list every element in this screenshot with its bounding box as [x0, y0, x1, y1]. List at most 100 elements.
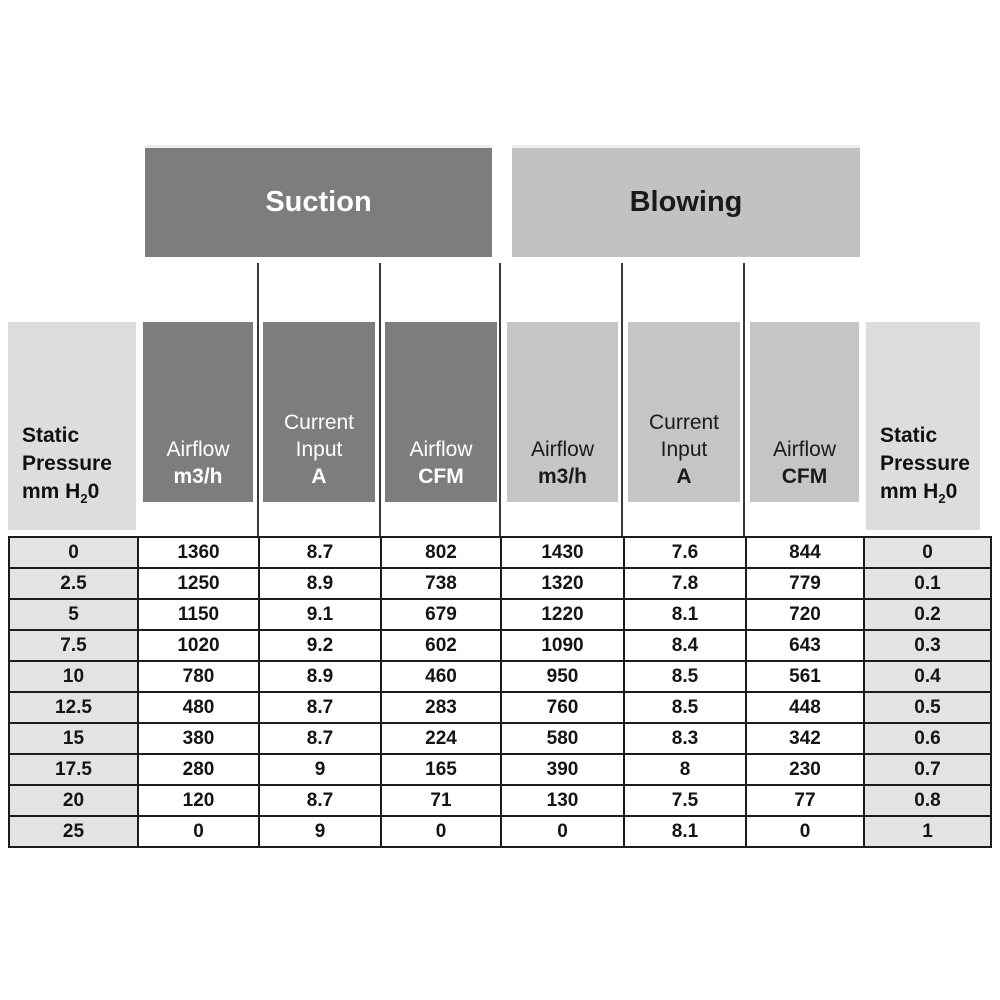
- table-cell: 8.1: [623, 598, 747, 631]
- table-cell: 71: [380, 784, 502, 817]
- header-unit: A: [676, 465, 692, 488]
- header-line: Current: [648, 411, 720, 434]
- table-row: 0 1360 8.7 802 1430 7.6 844 0: [8, 536, 992, 569]
- table-cell: 283: [380, 691, 502, 724]
- table-row: 2.5 1250 8.9 738 1320 7.8 779 0.1: [8, 567, 992, 600]
- column-connector-line: [379, 263, 381, 536]
- table-cell: 7.5: [623, 784, 747, 817]
- table-cell: 779: [745, 567, 865, 600]
- header-line: Input: [660, 438, 708, 461]
- header-line: Pressure: [22, 452, 112, 475]
- header-line: Static: [880, 424, 938, 447]
- static-pressure-cell: 0.8: [863, 784, 992, 817]
- static-pressure-cell: 0.6: [863, 722, 992, 755]
- table-cell: 8.1: [623, 815, 747, 848]
- table-cell: 9: [258, 815, 382, 848]
- table-cell: 1220: [500, 598, 625, 631]
- table-cell: 760: [500, 691, 625, 724]
- header-line: Airflow: [530, 438, 594, 461]
- table-row: 15 380 8.7 224 580 8.3 342 0.6: [8, 722, 992, 755]
- table-cell: 8.9: [258, 567, 382, 600]
- table-cell: 8.3: [623, 722, 747, 755]
- table-cell: 8.7: [258, 722, 382, 755]
- static-pressure-header-left: Static Pressure mm H20: [8, 322, 136, 530]
- blowing-current-input-header: Current Input A: [628, 322, 740, 502]
- table-cell: 130: [500, 784, 625, 817]
- blowing-airflow-cfm-header: Airflow CFM: [750, 322, 859, 502]
- static-pressure-cell: 17.5: [8, 753, 139, 786]
- table-cell: 1360: [137, 536, 260, 569]
- table-cell: 8.5: [623, 691, 747, 724]
- table-row: 10 780 8.9 460 950 8.5 561 0.4: [8, 660, 992, 693]
- header-unit: m3/h: [537, 465, 587, 488]
- table-cell: 950: [500, 660, 625, 693]
- suction-group-header: Suction: [145, 145, 492, 257]
- header-line: Airflow: [166, 438, 230, 461]
- table-cell: 1320: [500, 567, 625, 600]
- table-cell: 802: [380, 536, 502, 569]
- blowing-airflow-m3h-header: Airflow m3/h: [507, 322, 618, 502]
- table-cell: 448: [745, 691, 865, 724]
- static-pressure-cell: 0.3: [863, 629, 992, 662]
- static-pressure-cell: 0.5: [863, 691, 992, 724]
- static-pressure-cell: 0: [8, 536, 139, 569]
- table-cell: 1250: [137, 567, 260, 600]
- static-pressure-cell: 0.7: [863, 753, 992, 786]
- table-cell: 8.9: [258, 660, 382, 693]
- table-cell: 720: [745, 598, 865, 631]
- table-cell: 602: [380, 629, 502, 662]
- header-line: Input: [295, 438, 343, 461]
- header-line: Static: [22, 424, 80, 447]
- table-cell: 8.5: [623, 660, 747, 693]
- table-cell: 7.8: [623, 567, 747, 600]
- header-line: Airflow: [409, 438, 473, 461]
- column-connector-line: [499, 263, 501, 536]
- table-cell: 9.1: [258, 598, 382, 631]
- header-unit: A: [311, 465, 327, 488]
- suction-airflow-cfm-header: Airflow CFM: [385, 322, 497, 502]
- table-cell: 342: [745, 722, 865, 755]
- table-cell: 0: [137, 815, 260, 848]
- table-cell: 480: [137, 691, 260, 724]
- table-row: 20 120 8.7 71 130 7.5 77 0.8: [8, 784, 992, 817]
- table-cell: 0: [745, 815, 865, 848]
- table-cell: 390: [500, 753, 625, 786]
- table-cell: 8.7: [258, 691, 382, 724]
- table-cell: 561: [745, 660, 865, 693]
- table-cell: 643: [745, 629, 865, 662]
- suction-airflow-m3h-header: Airflow m3/h: [143, 322, 253, 502]
- static-pressure-header-right: Static Pressure mm H20: [866, 322, 980, 530]
- header-unit: CFM: [418, 465, 464, 488]
- table-row: 7.5 1020 9.2 602 1090 8.4 643 0.3: [8, 629, 992, 662]
- table-cell: 9.2: [258, 629, 382, 662]
- table-cell: 9: [258, 753, 382, 786]
- table-cell: 77: [745, 784, 865, 817]
- static-pressure-cell: 2.5: [8, 567, 139, 600]
- table-cell: 679: [380, 598, 502, 631]
- header-unit: m3/h: [173, 465, 223, 488]
- static-pressure-cell: 10: [8, 660, 139, 693]
- suction-current-input-header: Current Input A: [263, 322, 375, 502]
- header-line: Pressure: [880, 452, 970, 475]
- table-cell: 380: [137, 722, 260, 755]
- table-cell: 844: [745, 536, 865, 569]
- static-pressure-cell: 0.1: [863, 567, 992, 600]
- table-cell: 7.6: [623, 536, 747, 569]
- static-pressure-cell: 0.4: [863, 660, 992, 693]
- column-connector-line: [257, 263, 259, 536]
- table-cell: 8.7: [258, 536, 382, 569]
- table-cell: 224: [380, 722, 502, 755]
- table-cell: 780: [137, 660, 260, 693]
- header-line: Current: [283, 411, 355, 434]
- table-cell: 120: [137, 784, 260, 817]
- table-cell: 165: [380, 753, 502, 786]
- blowing-group-label: Blowing: [629, 186, 743, 218]
- static-pressure-cell: 7.5: [8, 629, 139, 662]
- static-pressure-cell: 0: [863, 536, 992, 569]
- static-pressure-cell: 25: [8, 815, 139, 848]
- table-cell: 1430: [500, 536, 625, 569]
- static-pressure-cell: 12.5: [8, 691, 139, 724]
- table-cell: 0: [500, 815, 625, 848]
- table-cell: 8: [623, 753, 747, 786]
